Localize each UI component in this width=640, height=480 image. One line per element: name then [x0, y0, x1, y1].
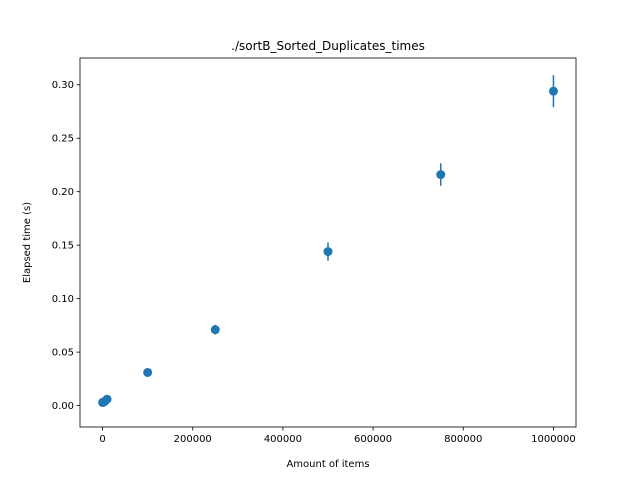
y-tick-label: 0.10 [52, 294, 74, 305]
y-axis: 0.00 0.05 0.10 0.15 0.20 0.25 0.30 [52, 80, 80, 412]
x-axis: 0 200000 400000 600000 800000 1000000 [99, 427, 576, 445]
axes-frame [79, 57, 577, 428]
x-tick-label: 0 [99, 434, 105, 445]
data-point [436, 170, 446, 180]
y-tick-label: 0.20 [52, 187, 74, 198]
x-tick-label: 400000 [264, 434, 302, 445]
x-tick-label: 1000000 [531, 434, 576, 445]
x-tick-label: 200000 [174, 434, 212, 445]
y-tick-label: 0.05 [52, 348, 74, 359]
x-tick-label: 600000 [354, 434, 392, 445]
data-point [548, 86, 558, 96]
y-tick-label: 0.30 [52, 80, 74, 91]
data-point [323, 247, 333, 257]
chart-title: ./sortB_Sorted_Duplicates_times [231, 39, 425, 53]
data-point [143, 367, 153, 377]
data-point [102, 394, 112, 404]
x-tick-label: 800000 [444, 434, 482, 445]
plot-area [98, 75, 558, 407]
x-axis-label: Amount of items [286, 459, 369, 470]
data-point [210, 325, 220, 335]
y-tick-label: 0.25 [52, 134, 74, 145]
y-axis-label: Elapsed time (s) [22, 202, 33, 283]
y-tick-label: 0.15 [52, 241, 74, 252]
y-tick-label: 0.00 [52, 401, 74, 412]
